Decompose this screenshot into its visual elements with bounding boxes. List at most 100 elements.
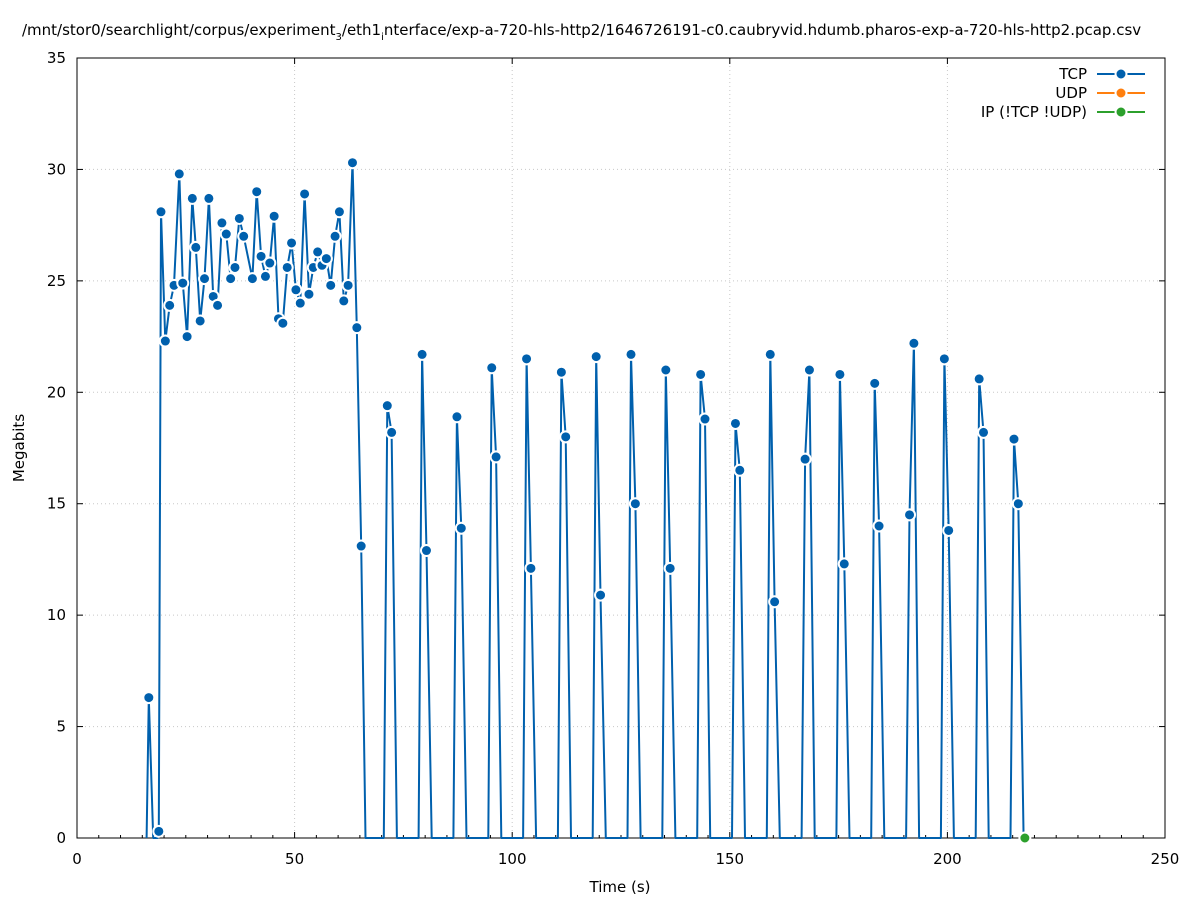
tcp-data-point [289,283,303,297]
tcp-data-point [276,316,290,330]
tcp-data-point [872,519,886,533]
tcp-data-point [559,430,573,444]
tcp-data-point [903,508,917,522]
tcp-data-point [311,245,325,259]
tcp-data-point [319,252,333,266]
tcp-data-point [280,260,294,274]
tcp-data-point [1011,497,1025,511]
legend-marker-udp [1114,86,1128,100]
tcp-data-point [152,824,166,838]
tcp-data-point [341,278,355,292]
chart-title: /mnt/stor0/searchlight/corpus/experiment… [22,21,1141,43]
y-tick-label: 5 [56,718,66,736]
tcp-data-point [185,191,199,205]
x-tick-label: 200 [933,850,962,868]
tcp-data-point [380,399,394,413]
tcp-data-point [158,334,172,348]
tcp-data-point [172,167,186,181]
tcp-data-point [485,361,499,375]
tcp-data-point [802,363,816,377]
tcp-data-point [189,240,203,254]
tcp-data-point [763,347,777,361]
tcp-data-point [163,298,177,312]
tcp-data-point [489,450,503,464]
tcp-data-point [698,412,712,426]
tcp-data-point [267,209,281,223]
tcp-data-point [215,216,229,230]
tcp-data-point [663,561,677,575]
tcp-data-point [450,410,464,424]
x-tick-label: 50 [285,850,304,868]
tcp-data-point [524,561,538,575]
y-tick-label: 35 [47,49,66,67]
tcp-data-point [176,276,190,290]
tcp-data-point [258,269,272,283]
tcp-data-point [332,205,346,219]
tcp-data-point [298,187,312,201]
tcp-data-point [768,595,782,609]
tcp-data-point [345,156,359,170]
tcp-data-point [659,363,673,377]
tcp-data-point [219,227,233,241]
tcp-data-point [198,272,212,286]
x-tick-label: 100 [498,850,527,868]
y-tick-label: 15 [47,495,66,513]
tcp-data-point [142,691,156,705]
tcp-data-point [202,191,216,205]
x-axis-label: Time (s) [589,878,651,896]
tcp-data-point [228,260,242,274]
tcp-data-point [554,365,568,379]
tcp-data-point [594,588,608,602]
tcp-data-point [237,229,251,243]
tcp-data-point [211,298,225,312]
axis-ticks: 0 50 100 150 200 250 0 5 10 15 20 25 30 35 [47,49,1179,868]
tcp-data-point [868,376,882,390]
y-tick-label: 25 [47,272,66,290]
tcp-data-point [328,229,342,243]
tcp-data-point [589,350,603,364]
y-axis-label: Megabits [10,414,28,482]
tcp-data-point [454,521,468,535]
tcp-data-point [193,314,207,328]
legend-marker-ip-tcp-udp [1114,105,1128,119]
tcp-data-point [937,352,951,366]
tcp-data-point [972,372,986,386]
legend-label-udp: UDP [1055,84,1087,102]
y-tick-label: 10 [47,606,66,624]
tcp-data-point [624,347,638,361]
tcp-data-point [285,236,299,250]
tcp-data-point [302,287,316,301]
plot-frame [76,57,1166,839]
tcp-data-point [520,352,534,366]
tcp-data-point [728,416,742,430]
tcp-data-point [224,272,238,286]
x-tick-label: 0 [72,850,82,868]
marker-layer [142,156,1032,845]
tcp-data-point [833,367,847,381]
tcp-data-point [354,539,368,553]
tcp-data-point [232,211,246,225]
y-tick-label: 20 [47,383,66,401]
grid [77,58,1165,838]
tcp-data-point [733,463,747,477]
legend-label-ip-tcp-udp: IP (!TCP !UDP) [981,103,1087,121]
tcp-data-point [415,347,429,361]
tcp-data-point [180,330,194,344]
tcp-data-point [694,367,708,381]
ip-tcp-udp-data-point [1018,831,1032,845]
tcp-data-point [419,544,433,558]
plot-border [76,57,1166,839]
tcp-data-point [977,425,991,439]
tcp-data-point [263,256,277,270]
x-tick-label: 150 [715,850,744,868]
tcp-data-point [324,278,338,292]
series-layer [145,161,1025,839]
tcp-data-point [385,425,399,439]
tcp-data-point [628,497,642,511]
y-tick-label: 30 [47,160,66,178]
tcp-data-point [254,249,268,263]
tcp-data-point [250,185,264,199]
tcp-data-point [350,321,364,335]
tcp-data-point [154,205,168,219]
